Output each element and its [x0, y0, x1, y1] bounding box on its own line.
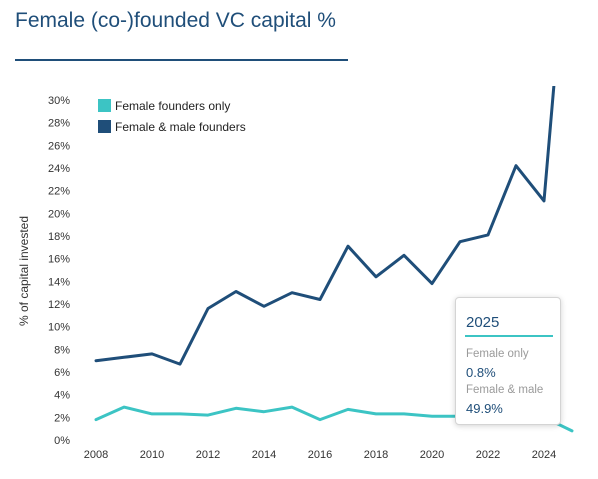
y-tick-label: 22% — [48, 186, 70, 198]
legend-swatch-female-only — [98, 99, 111, 112]
y-tick-label: 20% — [48, 208, 70, 220]
x-tick-label: 2018 — [364, 449, 388, 461]
y-tick-label: 12% — [48, 299, 70, 311]
x-tick-label: 2024 — [532, 449, 556, 461]
x-tick-label: 2020 — [420, 449, 444, 461]
y-tick-label: 14% — [48, 276, 70, 288]
series-line-female-male — [94, 86, 556, 366]
x-tick-label: 2012 — [196, 449, 220, 461]
legend: Female founders only Female & male found… — [98, 99, 246, 134]
y-axis-ticks: 0% 2% 4% 6% 8% 10% 12% 14% 16% 18% 20% 22% 24% 26% 28%… — [48, 95, 70, 447]
tooltip-label-female-only: Female only — [466, 348, 529, 360]
y-tick-label: 28% — [48, 118, 70, 130]
x-tick-label: 2014 — [252, 449, 276, 461]
y-tick-label: 4% — [54, 390, 70, 402]
y-tick-label: 16% — [48, 254, 70, 266]
y-tick-label: 18% — [48, 231, 70, 243]
x-tick-label: 2022 — [476, 449, 500, 461]
y-tick-label: 26% — [48, 140, 70, 152]
y-tick-label: 2% — [54, 412, 70, 424]
x-tick-label: 2008 — [84, 449, 108, 461]
y-tick-label: 8% — [54, 344, 70, 356]
x-tick-label: 2010 — [140, 449, 164, 461]
x-axis-ticks: 2008 2010 2012 2014 2016 2018 2020 2022 2024 — [84, 449, 556, 461]
tooltip-year: 2025 — [466, 314, 500, 331]
y-axis-label: % of capital invested — [17, 216, 31, 326]
tooltip-value-female-only: 0.8% — [466, 365, 496, 380]
tooltip-divider — [465, 335, 553, 337]
chart-title: Female (co-)founded VC capital % — [15, 9, 336, 32]
legend-swatch-female-male — [98, 120, 111, 133]
y-tick-label: 24% — [48, 163, 70, 175]
title-underline — [15, 59, 348, 61]
y-tick-label: 30% — [48, 95, 70, 107]
tooltip-value-female-male: 49.9% — [466, 401, 503, 416]
hover-tooltip: 2025 Female only 0.8% Female & male 49.9… — [455, 297, 561, 425]
tooltip-label-female-male: Female & male — [466, 384, 544, 396]
x-tick-label: 2016 — [308, 449, 332, 461]
legend-label-female-male: Female & male founders — [115, 120, 246, 134]
y-tick-label: 10% — [48, 322, 70, 334]
legend-label-female-only: Female founders only — [115, 99, 230, 113]
y-tick-label: 6% — [54, 367, 70, 379]
y-tick-label: 0% — [54, 435, 70, 447]
